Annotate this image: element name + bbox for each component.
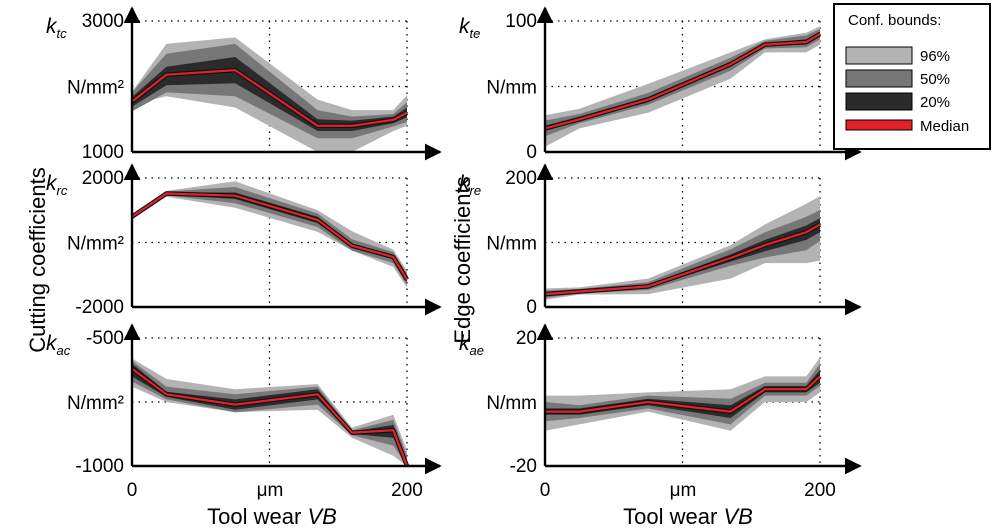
band-20 [132, 363, 407, 466]
panel-k-rc: 2000 N/mm² -2000 krc [46, 163, 442, 318]
symbol-subscript: tc [57, 26, 68, 41]
y-tick-bottom: -20 [510, 456, 537, 477]
legend-label-50: 50% [920, 71, 950, 88]
symbol-main: k [459, 332, 471, 355]
symbol-subscript: rc [57, 183, 68, 198]
y-tick-top: 2000 [82, 168, 124, 189]
coefficient-symbol: kac [46, 332, 71, 358]
legend-swatch-96 [845, 46, 913, 65]
median-line-core [131, 68, 408, 127]
y-tick-top: 20 [516, 328, 537, 349]
legend-title: Conf. bounds: [848, 12, 941, 29]
left-x-axis-title: Tool wear VB [207, 504, 337, 529]
coefficient-symbol: kte [459, 15, 480, 41]
band-50 [545, 210, 820, 298]
symbol-subscript: ae [470, 343, 484, 358]
symbol-main: k [459, 172, 471, 195]
right-x-axis-title: Tool wear VB [623, 504, 753, 529]
y-unit-label: N/mm [486, 234, 537, 255]
legend-swatch-50 [845, 69, 913, 88]
x-axis-title-text: Tool wear [623, 504, 723, 529]
left-x-tick-unit: μm [257, 480, 284, 501]
median-line-core [131, 367, 409, 467]
panel-k-tc: 3000 N/mm² 1000 ktc [46, 6, 442, 163]
symbol-main: k [46, 332, 58, 355]
y-tick-top: -500 [86, 328, 124, 349]
legend-swatch-median [845, 119, 913, 131]
y-unit-label: N/mm [486, 78, 537, 99]
symbol-subscript: ac [57, 343, 71, 358]
left-x-tick-0: 0 [127, 480, 138, 501]
x-axis-title-var: VB [723, 504, 752, 529]
symbol-subscript: te [470, 26, 481, 41]
median-line-core [544, 223, 821, 296]
y-unit-label: N/mm² [67, 78, 124, 99]
legend: Conf. bounds: 96% 50% 20% Median [833, 3, 991, 150]
coefficient-symbol: krc [46, 172, 68, 198]
y-tick-bottom: 0 [526, 142, 537, 163]
symbol-main: k [46, 15, 58, 38]
symbol-main: k [459, 15, 471, 38]
median-line-core [131, 192, 408, 281]
panel-k-re: 200 N/mm 0 kre [459, 163, 862, 318]
left-x-tick-200: 200 [391, 480, 423, 501]
band-50 [132, 361, 407, 466]
band-96 [132, 358, 407, 466]
x-axis-title-text: Tool wear [207, 504, 307, 529]
legend-swatch-20 [845, 92, 913, 111]
median-line-core [544, 33, 821, 130]
y-tick-top: 3000 [82, 11, 124, 32]
right-y-axis-title: Edge coefficients [450, 176, 475, 343]
symbol-subscript: re [470, 183, 482, 198]
y-tick-bottom: -1000 [75, 456, 124, 477]
legend-label-20: 20% [920, 94, 950, 111]
y-unit-label: N/mm² [67, 393, 124, 414]
y-unit-label: N/mm² [67, 234, 124, 255]
band-96 [132, 181, 407, 288]
coefficient-symbol: kae [459, 332, 484, 358]
x-axis-title-var: VB [307, 504, 336, 529]
left-y-axis-title: Cutting coefficients [25, 167, 50, 352]
median-line-core [545, 375, 821, 413]
legend-label-median: Median [920, 118, 969, 135]
coefficient-symbol: kre [459, 172, 481, 198]
panel-k-te: 100 N/mm 0 kte [459, 6, 862, 163]
y-unit-label: N/mm [486, 393, 537, 414]
coefficient-symbol: ktc [46, 15, 67, 41]
y-tick-top: 100 [505, 11, 537, 32]
right-x-tick-0: 0 [540, 480, 551, 501]
panel-k-ae: 20 N/mm -20 kae [459, 323, 862, 477]
symbol-main: k [46, 172, 58, 195]
y-tick-bottom: -2000 [75, 297, 124, 318]
legend-label-96: 96% [920, 48, 950, 65]
right-x-tick-200: 200 [804, 480, 836, 501]
y-tick-bottom: 1000 [82, 142, 124, 163]
y-tick-top: 200 [505, 168, 537, 189]
right-x-tick-unit: μm [670, 480, 697, 501]
panel-k-ac: -500 N/mm² -1000 kac [46, 323, 442, 477]
y-tick-bottom: 0 [526, 297, 537, 318]
